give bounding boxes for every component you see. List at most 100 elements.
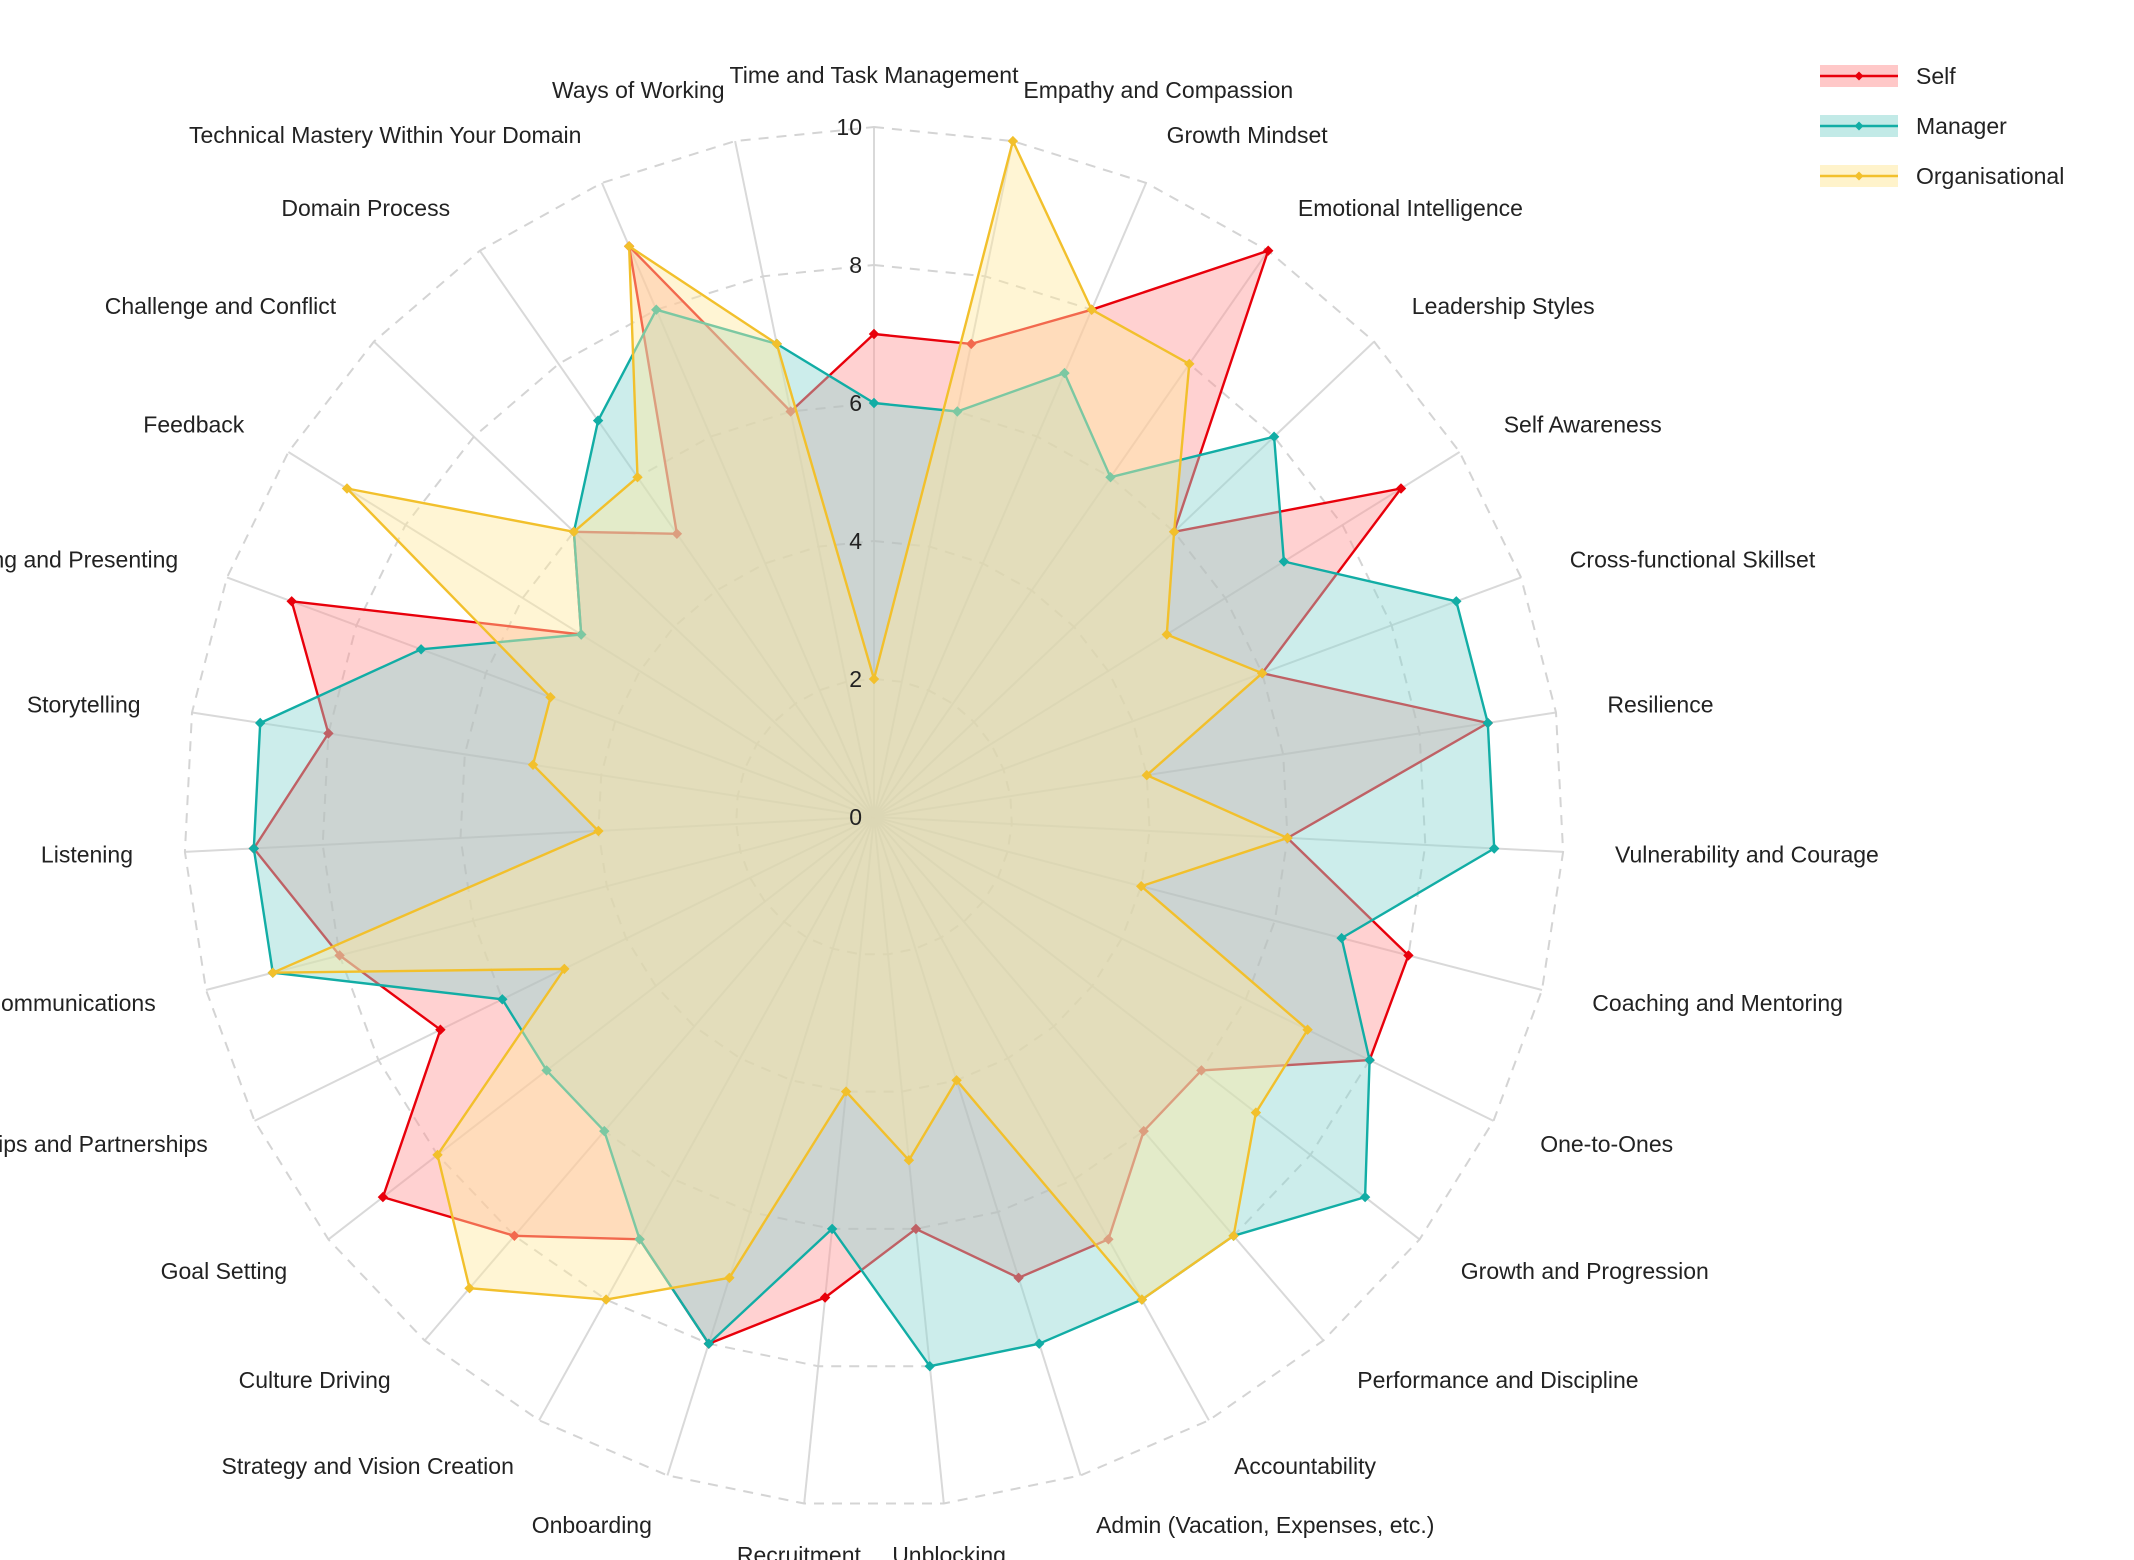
point-manager-admin-vacation-expenses-etc <box>1033 1338 1045 1349</box>
category-label-recruitment: Recruitment <box>737 1542 862 1560</box>
category-label-admin-vacation-expenses-etc: Admin (Vacation, Expenses, etc.) <box>1096 1512 1434 1538</box>
point-self-goal-setting <box>377 1191 389 1203</box>
category-label-growth-and-progression: Growth and Progression <box>1461 1258 1709 1284</box>
radial-tick-6: 6 <box>849 390 862 416</box>
point-self-self-awareness <box>1395 483 1407 494</box>
spoke-emotional-intelligence <box>873 250 1270 818</box>
point-manager-relationships-and-partnerships <box>497 994 508 1005</box>
point-organisational-emotional-intelligence <box>1184 358 1195 370</box>
spoke-ways-of-working <box>734 140 875 818</box>
category-label-relationships-and-partnerships: Relationships and Partnerships <box>0 1131 208 1157</box>
point-organisational-vulnerability-and-courage <box>1282 832 1293 844</box>
point-organisational-ways-of-working <box>771 338 783 350</box>
category-label-unblocking: Unblocking <box>892 1542 1006 1560</box>
point-manager-listening <box>248 843 260 854</box>
point-self-recruitment <box>819 1292 831 1303</box>
point-organisational-goal-setting <box>432 1149 443 1161</box>
category-label-emotional-intelligence: Emotional Intelligence <box>1298 195 1523 221</box>
legend-item-manager: Manager <box>1820 113 2007 139</box>
spoke-admin-vacation-expenses-etc <box>873 816 1082 1476</box>
point-organisational-one-to-ones <box>1302 1024 1313 1035</box>
grid-ring-10 <box>183 125 1565 1505</box>
category-label-public-speaking-and-presenting: Public Speaking and Presenting <box>0 546 178 572</box>
point-manager-feedback <box>575 629 587 640</box>
category-label-storytelling: Storytelling <box>27 692 141 718</box>
point-organisational-public-speaking-and-presenting <box>545 691 556 703</box>
point-self-accountability <box>1103 1234 1114 1245</box>
category-label-resilience: Resilience <box>1607 692 1713 718</box>
point-manager-leadership-styles <box>1268 431 1280 442</box>
point-manager-growth-and-progression <box>1359 1191 1371 1203</box>
category-label-challenge-and-conflict: Challenge and Conflict <box>105 293 337 319</box>
point-organisational-leadership-styles <box>1168 526 1180 538</box>
category-label-leadership-styles: Leadership Styles <box>1412 293 1595 319</box>
legend-item-organisational: Organisational <box>1820 163 2064 189</box>
point-manager-growth-mindset <box>1059 367 1070 379</box>
point-manager-unblocking <box>924 1360 936 1372</box>
point-organisational-recruitment <box>840 1086 852 1097</box>
point-self-coaching-and-mentoring <box>1403 950 1414 961</box>
point-self-performance-and-discipline <box>1138 1125 1149 1137</box>
legend-label-manager: Manager <box>1916 113 2007 139</box>
spoke-cross-functional-skillset <box>873 576 1522 818</box>
point-self-emotional-intelligence <box>1262 245 1274 256</box>
legend-item-self: Self <box>1820 63 1956 89</box>
point-manager-domain-process <box>592 415 604 426</box>
point-self-admin-vacation-expenses-etc <box>1013 1272 1024 1284</box>
point-self-relationships-and-partnerships <box>435 1024 446 1035</box>
point-self-empathy-and-compassion <box>965 338 977 350</box>
legend-marker-organisational <box>1854 171 1864 181</box>
legend-marker-self <box>1854 71 1864 81</box>
category-label-one-to-ones: One-to-Ones <box>1540 1131 1673 1157</box>
category-label-goal-setting: Goal Setting <box>161 1258 288 1284</box>
point-organisational-relationships-and-partnerships <box>559 963 570 975</box>
point-self-time-and-task-management <box>868 328 880 340</box>
point-organisational-growth-mindset <box>1086 304 1097 315</box>
point-organisational-onboarding <box>724 1272 735 1284</box>
spoke-performance-and-discipline <box>873 816 1325 1342</box>
point-organisational-feedback <box>341 483 353 494</box>
series-area-self <box>253 246 1488 1344</box>
category-label-growth-mindset: Growth Mindset <box>1167 122 1329 148</box>
point-self-growth-and-progression <box>1196 1065 1207 1076</box>
point-organisational-self-awareness <box>1161 629 1173 640</box>
category-label-culture-driving: Culture Driving <box>239 1367 391 1393</box>
series-area-manager <box>253 309 1495 1367</box>
point-self-public-speaking-and-presenting <box>286 596 297 607</box>
point-manager-storytelling <box>254 717 266 729</box>
spoke-culture-driving <box>423 816 875 1342</box>
point-manager-cross-functional-skillset <box>1451 596 1462 607</box>
spoke-goal-setting <box>327 816 875 1241</box>
point-organisational-accountability <box>1136 1294 1148 1305</box>
point-organisational-challenge-and-conflict <box>568 526 580 538</box>
point-organisational-culture-driving <box>464 1282 475 1294</box>
spoke-accountability <box>873 816 1210 1421</box>
point-manager-onboarding <box>703 1338 715 1349</box>
category-label-self-awareness: Self Awareness <box>1504 412 1662 438</box>
point-manager-emotional-intelligence <box>1105 471 1116 483</box>
point-self-ways-of-working <box>785 406 796 417</box>
point-organisational-growth-and-progression <box>1250 1107 1262 1118</box>
point-organisational-time-and-task-management <box>868 673 880 685</box>
point-organisational-unblocking <box>903 1154 915 1166</box>
point-manager-empathy-and-compassion <box>952 406 963 417</box>
radial-tick-4: 4 <box>849 528 862 554</box>
point-organisational-strategy-and-vision-creation <box>600 1294 612 1305</box>
point-organisational-admin-vacation-expenses-etc <box>951 1075 962 1086</box>
spoke-onboarding <box>666 816 875 1476</box>
category-label-written-communications: Written Communications <box>0 990 156 1016</box>
spoke-vulnerability-and-courage <box>873 816 1564 853</box>
series-manager <box>248 304 1500 1372</box>
radial-tick-0: 0 <box>849 804 862 830</box>
grid-ring-2 <box>735 677 1013 956</box>
point-manager-self-awareness <box>1278 556 1290 567</box>
point-organisational-coaching-and-mentoring <box>1135 880 1147 892</box>
radial-tick-labels: 0 2 4 6 8 10 <box>836 114 862 830</box>
grid-ring-4 <box>597 539 1151 1093</box>
point-manager-resilience <box>1482 717 1494 729</box>
point-self-domain-process <box>671 528 683 540</box>
series-self <box>248 241 1494 1349</box>
point-manager-vulnerability-and-courage <box>1488 843 1500 854</box>
